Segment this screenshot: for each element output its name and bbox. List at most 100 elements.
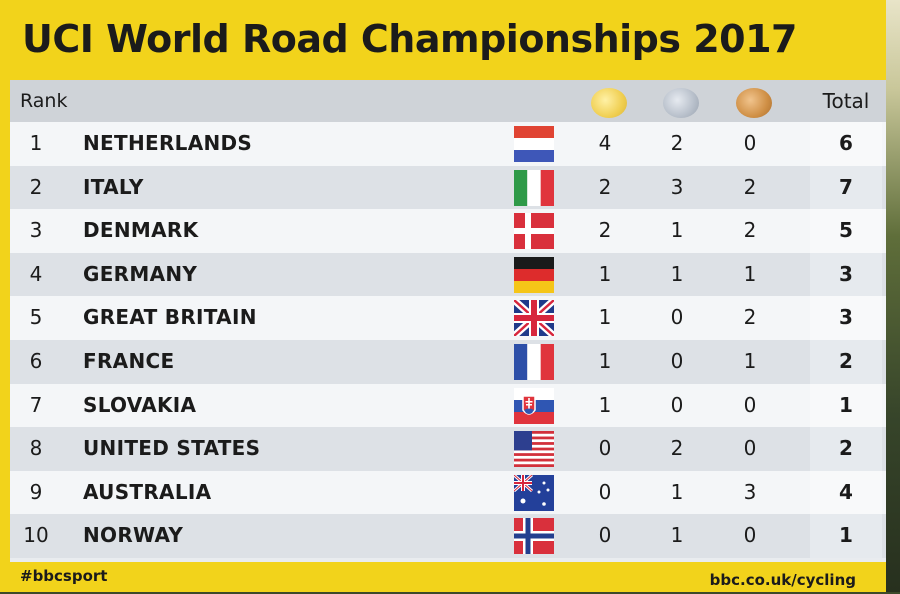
table-row: 9 AUSTRALIA 0 1 3 4 <box>10 470 886 515</box>
silver-count: 0 <box>670 305 684 330</box>
netherlands-flag-icon <box>514 126 554 162</box>
total-count: 7 <box>839 174 853 199</box>
medal-table: Rank Total 1 NETHERLANDS 4 2 0 6 2 ITALY 2 3 2 7 3 DE… <box>10 80 886 562</box>
gold-count: 4 <box>598 131 612 155</box>
rank-cell: 2 <box>29 174 43 199</box>
bronze-count: 2 <box>743 174 757 199</box>
total-cell-background <box>810 427 882 471</box>
gold-count: 2 <box>598 174 612 199</box>
table-row: 3 DENMARK 2 1 2 5 <box>10 209 886 253</box>
great-britain-flag-icon <box>514 300 554 336</box>
gold-medal-icon <box>591 88 627 118</box>
silver-count: 0 <box>670 348 684 373</box>
table-row: 6 FRANCE 1 0 1 2 <box>10 339 886 384</box>
rank-cell: 6 <box>29 348 43 373</box>
slovakia-flag-icon <box>514 388 554 424</box>
total-cell-background <box>810 209 882 253</box>
rank-cell: 10 <box>23 523 49 548</box>
total-cell-background <box>810 252 882 297</box>
website-link[interactable]: bbc.co.uk/cycling <box>709 571 856 589</box>
page-title: UCI World Road Championships 2017 <box>22 17 798 61</box>
bronze-count: 0 <box>743 392 757 417</box>
united-states-flag-icon <box>514 431 554 467</box>
silver-count: 2 <box>670 131 684 155</box>
table-row: 10 NORWAY 0 1 0 1 <box>10 514 886 558</box>
denmark-flag-icon <box>514 213 554 249</box>
silver-count: 1 <box>670 218 684 243</box>
rank-cell: 5 <box>29 305 43 330</box>
rank-cell: 9 <box>29 479 43 504</box>
silver-count: 1 <box>670 523 684 548</box>
country-name: DENMARK <box>83 218 199 243</box>
country-name: NETHERLANDS <box>83 131 253 155</box>
table-row: 4 GERMANY 1 1 1 3 <box>10 252 886 297</box>
gold-count: 2 <box>598 218 612 243</box>
germany-flag-icon <box>514 257 554 293</box>
total-count: 4 <box>839 479 853 504</box>
gold-count: 1 <box>598 348 612 373</box>
bronze-medal-icon <box>736 88 772 118</box>
bronze-count: 2 <box>743 218 757 243</box>
silver-medal-icon <box>663 88 699 118</box>
total-cell-background <box>810 296 882 340</box>
gold-count: 0 <box>598 479 612 504</box>
france-flag-icon <box>514 344 554 380</box>
silver-count: 2 <box>670 436 684 461</box>
total-cell-background <box>810 383 882 428</box>
bronze-count: 0 <box>743 131 757 155</box>
total-count: 3 <box>839 305 853 330</box>
bronze-count: 0 <box>743 436 757 461</box>
country-name: AUSTRALIA <box>83 479 212 504</box>
bronze-count: 0 <box>743 523 757 548</box>
table-header: Rank Total <box>10 80 886 122</box>
gold-count: 0 <box>598 523 612 548</box>
rank-cell: 7 <box>29 392 43 417</box>
silver-count: 0 <box>670 392 684 417</box>
table-row: 8 UNITED STATES 0 2 0 2 <box>10 427 886 471</box>
rank-cell: 8 <box>29 436 43 461</box>
total-count: 1 <box>839 392 853 417</box>
total-cell-background <box>810 470 882 515</box>
country-name: GERMANY <box>83 261 198 286</box>
total-count: 3 <box>839 261 853 286</box>
country-name: SLOVAKIA <box>83 392 197 417</box>
italy-flag-icon <box>514 170 554 206</box>
norway-flag-icon <box>514 518 554 554</box>
gold-count: 0 <box>598 436 612 461</box>
rank-column-header: Rank <box>20 90 68 112</box>
country-name: UNITED STATES <box>83 436 261 461</box>
total-cell-background <box>810 122 882 166</box>
silver-count: 1 <box>670 261 684 286</box>
country-name: ITALY <box>83 174 144 199</box>
rank-cell: 3 <box>29 218 43 243</box>
bronze-count: 2 <box>743 305 757 330</box>
table-row: 7 SLOVAKIA 1 0 0 1 <box>10 383 886 428</box>
country-name: FRANCE <box>83 348 175 373</box>
country-name: NORWAY <box>83 523 184 548</box>
bronze-count: 1 <box>743 261 757 286</box>
rank-cell: 4 <box>29 261 43 286</box>
table-body: 1 NETHERLANDS 4 2 0 6 2 ITALY 2 3 2 7 3 DENMARK 2 1 2 5 4 G… <box>10 122 886 558</box>
gold-count: 1 <box>598 261 612 286</box>
table-row: 2 ITALY 2 3 2 7 <box>10 165 886 210</box>
australia-flag-icon <box>514 475 554 511</box>
total-cell-background <box>810 339 882 384</box>
total-cell-background <box>810 165 882 210</box>
hashtag-label: #bbcsport <box>20 567 108 585</box>
silver-count: 3 <box>670 174 684 199</box>
gold-count: 1 <box>598 305 612 330</box>
total-cell-background <box>810 514 882 558</box>
total-count: 5 <box>839 218 853 243</box>
silver-count: 1 <box>670 479 684 504</box>
table-row: 5 GREAT BRITAIN 1 0 2 3 <box>10 296 886 340</box>
table-row: 1 NETHERLANDS 4 2 0 6 <box>10 122 886 166</box>
rank-cell: 1 <box>29 131 43 155</box>
bronze-count: 1 <box>743 348 757 373</box>
total-column-header: Total <box>822 89 870 113</box>
total-count: 2 <box>839 348 853 373</box>
total-count: 6 <box>839 131 853 155</box>
total-count: 2 <box>839 436 853 461</box>
total-count: 1 <box>839 523 853 548</box>
country-name: GREAT BRITAIN <box>83 305 257 330</box>
